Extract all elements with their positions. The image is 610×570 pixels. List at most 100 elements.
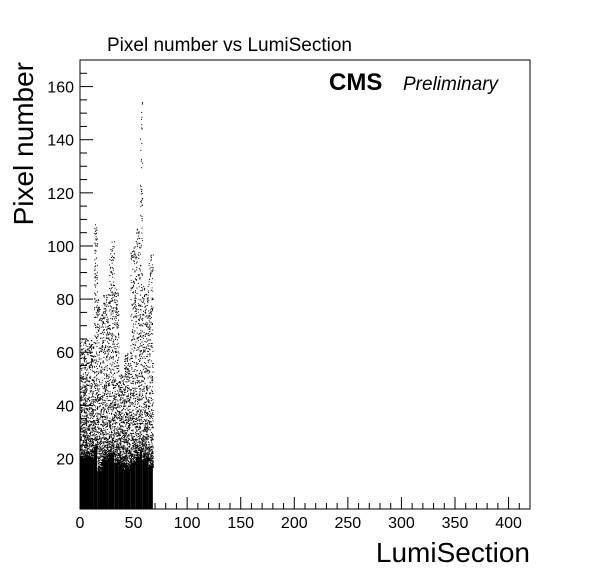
data-point — [90, 407, 92, 409]
data-point — [100, 430, 101, 432]
data-point — [104, 392, 106, 394]
data-point — [126, 432, 128, 434]
data-point — [85, 351, 87, 353]
data-point — [112, 259, 114, 261]
data-point — [139, 333, 140, 335]
data-point — [138, 418, 140, 420]
data-point — [139, 428, 141, 430]
data-point — [131, 358, 133, 359]
data-point — [98, 373, 99, 375]
data-point — [136, 376, 138, 378]
data-point — [144, 406, 146, 408]
data-point — [110, 271, 112, 273]
data-point — [115, 351, 117, 353]
data-point — [138, 413, 140, 415]
data-point — [147, 344, 149, 346]
data-point — [88, 417, 90, 419]
data-point — [88, 420, 90, 422]
data-point — [137, 441, 139, 443]
data-point — [99, 405, 101, 407]
data-point — [102, 437, 104, 439]
data-point — [140, 206, 142, 208]
data-point — [89, 366, 91, 368]
data-point — [89, 441, 91, 443]
data-point — [125, 411, 127, 413]
data-point — [125, 432, 127, 434]
data-point — [107, 381, 109, 383]
data-point — [140, 193, 142, 195]
data-point — [128, 434, 130, 436]
data-point — [145, 429, 147, 431]
data-point — [84, 454, 86, 456]
data-point — [138, 252, 140, 253]
data-point — [80, 395, 82, 397]
data-point — [140, 184, 142, 186]
data-point — [142, 102, 143, 104]
data-point — [101, 433, 103, 435]
data-point — [119, 424, 121, 426]
data-point — [139, 437, 141, 439]
data-point — [113, 369, 115, 371]
data-point — [81, 377, 83, 379]
data-point — [83, 357, 85, 359]
data-point — [112, 361, 114, 363]
data-point — [99, 467, 101, 469]
data-point — [111, 347, 113, 349]
data-point — [129, 389, 131, 391]
data-point — [106, 452, 108, 453]
data-point — [107, 392, 109, 394]
data-point — [145, 371, 147, 373]
data-point — [140, 323, 142, 325]
data-point — [109, 350, 111, 352]
data-point — [138, 323, 140, 325]
data-point — [127, 375, 129, 377]
data-point — [80, 440, 82, 442]
data-point — [98, 359, 100, 361]
data-point — [144, 346, 146, 348]
data-point — [114, 449, 116, 451]
data-point — [129, 450, 130, 452]
data-point — [118, 375, 120, 377]
data-point — [100, 416, 102, 418]
data-point — [130, 365, 132, 366]
data-point — [94, 230, 96, 232]
data-point — [121, 380, 123, 382]
data-point — [129, 414, 131, 416]
data-point — [116, 418, 118, 420]
data-point — [140, 253, 141, 255]
data-point — [124, 449, 126, 451]
data-point — [126, 375, 128, 377]
data-point — [94, 409, 96, 411]
data-point — [131, 382, 133, 384]
data-point — [140, 188, 142, 190]
data-point — [119, 400, 121, 402]
dense-point-band — [97, 471, 103, 509]
data-point — [82, 427, 84, 429]
data-point — [133, 344, 134, 346]
data-point — [103, 445, 105, 447]
data-point — [143, 419, 145, 421]
data-point — [132, 438, 134, 440]
data-point — [111, 449, 113, 451]
data-point — [81, 449, 83, 451]
data-point — [136, 374, 138, 376]
data-point — [142, 411, 143, 413]
data-point — [145, 428, 147, 430]
data-point — [108, 449, 110, 451]
data-point — [117, 411, 119, 413]
data-point — [140, 304, 142, 306]
data-point — [127, 389, 129, 391]
data-point — [111, 436, 112, 438]
data-point — [139, 385, 141, 387]
data-point — [130, 415, 132, 417]
data-point — [108, 348, 110, 350]
data-point — [106, 375, 108, 377]
data-point — [131, 462, 133, 464]
data-point — [118, 452, 120, 454]
data-point — [102, 420, 104, 422]
data-point — [84, 449, 86, 451]
data-point — [93, 346, 94, 348]
data-point — [136, 244, 138, 246]
data-point — [119, 454, 121, 455]
data-point — [99, 369, 101, 371]
